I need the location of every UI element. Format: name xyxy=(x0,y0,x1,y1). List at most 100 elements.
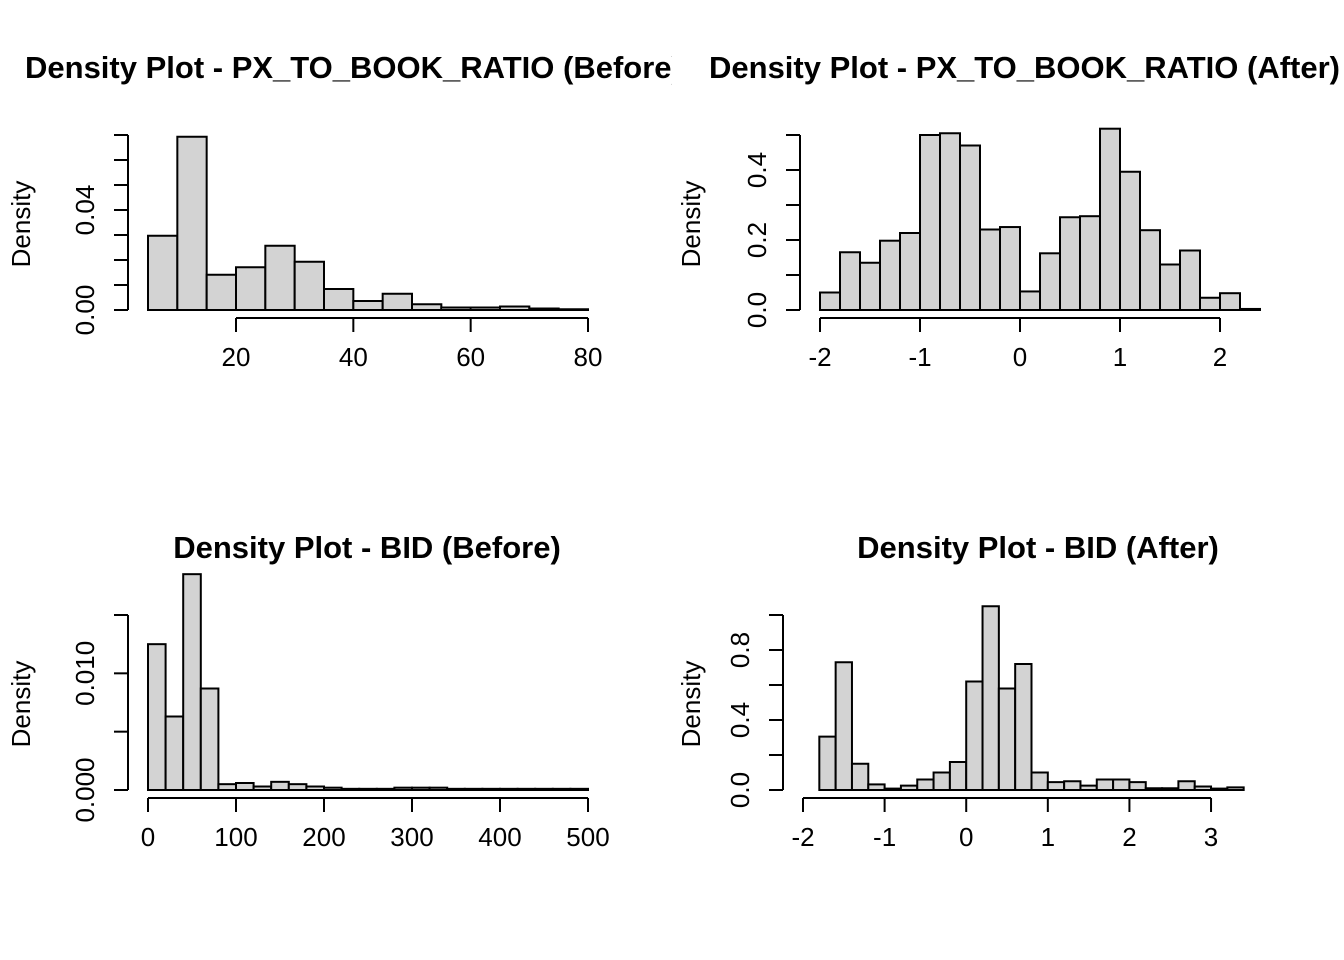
y-tick-label: 0.000 xyxy=(70,757,100,822)
histogram-bar xyxy=(1079,784,1098,791)
histogram-bar xyxy=(411,303,443,311)
x-tick-label: 100 xyxy=(214,822,257,852)
panel-title: Density Plot - BID (Before) xyxy=(173,530,561,565)
histogram-bar xyxy=(1199,296,1221,311)
histogram-bar xyxy=(323,786,343,792)
histogram-bar xyxy=(1226,786,1245,791)
histogram-bar xyxy=(1039,252,1061,312)
histogram-bar xyxy=(481,787,501,791)
y-axis-label: Density xyxy=(676,661,706,748)
x-axis: -2 -1 0 1 2 3 xyxy=(791,797,1218,852)
x-tick-label: 2 xyxy=(1213,342,1227,372)
histogram-bar xyxy=(819,291,841,311)
bars-group xyxy=(818,605,1245,792)
panel-bid-after: Density Plot - BID (After) Density -2 -1 0… xyxy=(676,530,1245,852)
histogram-bar xyxy=(499,787,519,791)
histogram-bar xyxy=(839,251,861,311)
panel-title: Density Plot - PX_TO_BOOK_RATIO (After) xyxy=(709,50,1340,85)
y-tick-label: 0.4 xyxy=(725,702,755,738)
histogram-bar xyxy=(1095,778,1115,791)
x-axis: 0 100 200 300 400 500 xyxy=(141,797,610,852)
histogram-bar xyxy=(182,573,202,792)
histogram-bar xyxy=(340,787,361,791)
histogram-bar xyxy=(469,306,501,311)
histogram-bar xyxy=(1119,170,1141,311)
histogram-bar xyxy=(1063,780,1082,791)
y-axis-label: Density xyxy=(6,181,36,268)
y-tick-label: 0.04 xyxy=(70,185,100,236)
histogram-bar xyxy=(1099,127,1121,311)
histogram-bar xyxy=(534,787,554,791)
histogram-bar xyxy=(264,244,296,311)
histogram-bar xyxy=(252,785,273,791)
histogram-bar xyxy=(1193,785,1213,791)
histogram-bar xyxy=(293,260,325,311)
x-tick-label: 20 xyxy=(222,342,251,372)
y-axis: 0.0 0.2 0.4 xyxy=(742,134,801,328)
histogram-bar xyxy=(1144,787,1164,791)
title-clip-group: Density Plot - PX_TO_BOOK_RATIO (Before) xyxy=(25,50,672,85)
histogram-bar xyxy=(217,783,237,792)
histogram-bar xyxy=(463,787,484,791)
histogram-bar xyxy=(352,300,384,311)
histogram-bar xyxy=(516,787,537,791)
y-tick-label: 0.0 xyxy=(725,772,755,808)
histogram-bar xyxy=(1161,787,1180,791)
x-tick-label: -1 xyxy=(873,822,896,852)
histogram-bar xyxy=(919,134,941,311)
histogram-bar xyxy=(428,786,449,792)
histogram-bar xyxy=(569,787,590,791)
histogram-bar xyxy=(1112,778,1131,791)
histogram-bar xyxy=(305,785,325,791)
y-axis: 0.000 0.010 xyxy=(70,614,129,823)
x-tick-label: 80 xyxy=(574,342,603,372)
histogram-bar xyxy=(199,687,220,791)
panel-px-to-book-before: Density Plot - PX_TO_BOOK_RATIO (Before)… xyxy=(6,50,672,372)
histogram-bar xyxy=(235,782,255,791)
histogram-bar xyxy=(323,288,355,311)
x-tick-label: 60 xyxy=(456,342,485,372)
histogram-bar xyxy=(358,787,378,791)
x-tick-label: 300 xyxy=(390,822,433,852)
histogram-bar xyxy=(899,784,919,791)
histogram-bar xyxy=(1128,781,1147,791)
histogram-bar xyxy=(235,266,267,311)
histogram-bar xyxy=(883,787,902,791)
x-tick-label: 1 xyxy=(1113,342,1127,372)
x-tick-label: -2 xyxy=(791,822,814,852)
histogram-bar xyxy=(551,787,572,791)
histogram-bar xyxy=(270,780,290,791)
histogram-bar xyxy=(393,786,413,792)
panel-px-to-book-after: Density Plot - PX_TO_BOOK_RATIO (After) … xyxy=(676,50,1340,372)
histogram-bar xyxy=(879,239,901,311)
histogram-bar xyxy=(147,643,167,792)
histogram-bar xyxy=(899,232,921,311)
y-tick-label: 0.2 xyxy=(742,222,772,258)
histogram-bar xyxy=(916,778,935,791)
histogram-bar xyxy=(147,234,179,311)
x-tick-label: 400 xyxy=(478,822,521,852)
histogram-bar xyxy=(1059,216,1081,311)
histogram-bar xyxy=(932,771,951,791)
histogram-bar xyxy=(287,783,308,792)
histogram-bar xyxy=(1139,229,1161,311)
x-axis: 20 40 60 80 xyxy=(222,317,603,372)
histogram-bar xyxy=(850,762,870,791)
bars-group xyxy=(819,127,1261,312)
histogram-bar xyxy=(999,226,1021,311)
histogram-bar xyxy=(965,680,984,791)
bars-group xyxy=(147,573,590,792)
y-axis: 0.0 0.4 0.8 xyxy=(725,614,784,808)
bars-group xyxy=(147,135,590,311)
histogram-bar xyxy=(381,292,413,311)
histogram-bar xyxy=(1239,307,1261,312)
y-axis-label: Density xyxy=(676,181,706,268)
histogram-bar xyxy=(1014,663,1033,791)
y-axis: 0.00 0.04 xyxy=(70,134,129,335)
histogram-bar xyxy=(411,786,431,792)
y-tick-label: 0.8 xyxy=(725,632,755,668)
x-tick-label: 0 xyxy=(1013,342,1027,372)
x-tick-label: 500 xyxy=(566,822,609,852)
histogram-bar xyxy=(834,661,853,791)
